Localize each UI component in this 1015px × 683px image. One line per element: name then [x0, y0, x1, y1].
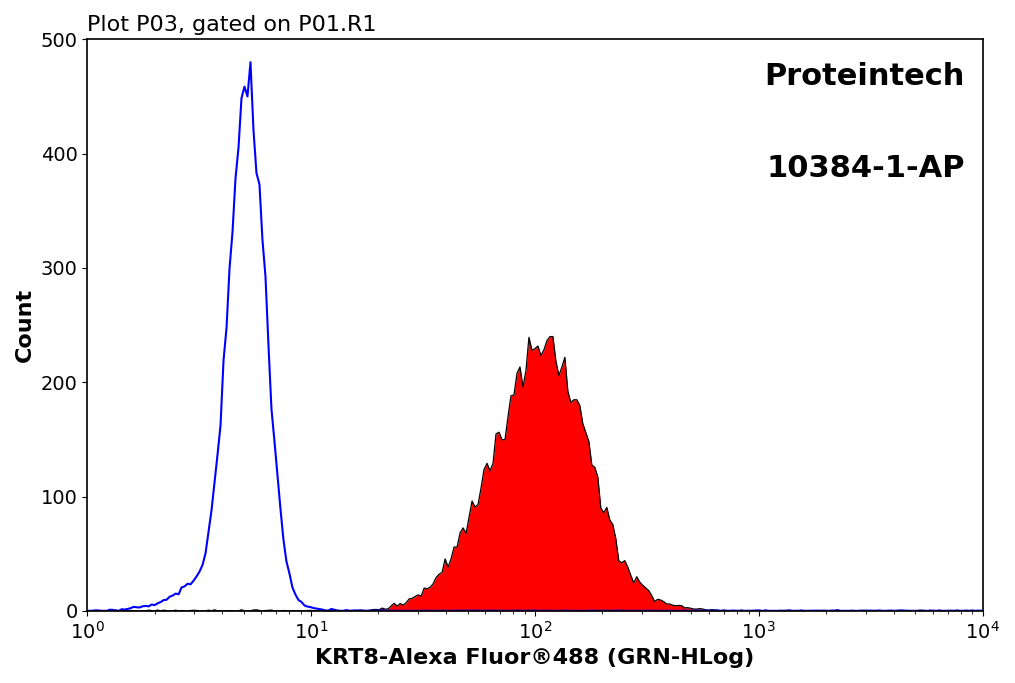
Y-axis label: Count: Count — [15, 288, 35, 362]
Text: 10384-1-AP: 10384-1-AP — [766, 154, 964, 182]
Text: Proteintech: Proteintech — [764, 62, 964, 92]
X-axis label: KRT8-Alexa Fluor®488 (GRN-HLog): KRT8-Alexa Fluor®488 (GRN-HLog) — [316, 648, 754, 668]
Text: Plot P03, gated on P01.R1: Plot P03, gated on P01.R1 — [87, 15, 377, 35]
